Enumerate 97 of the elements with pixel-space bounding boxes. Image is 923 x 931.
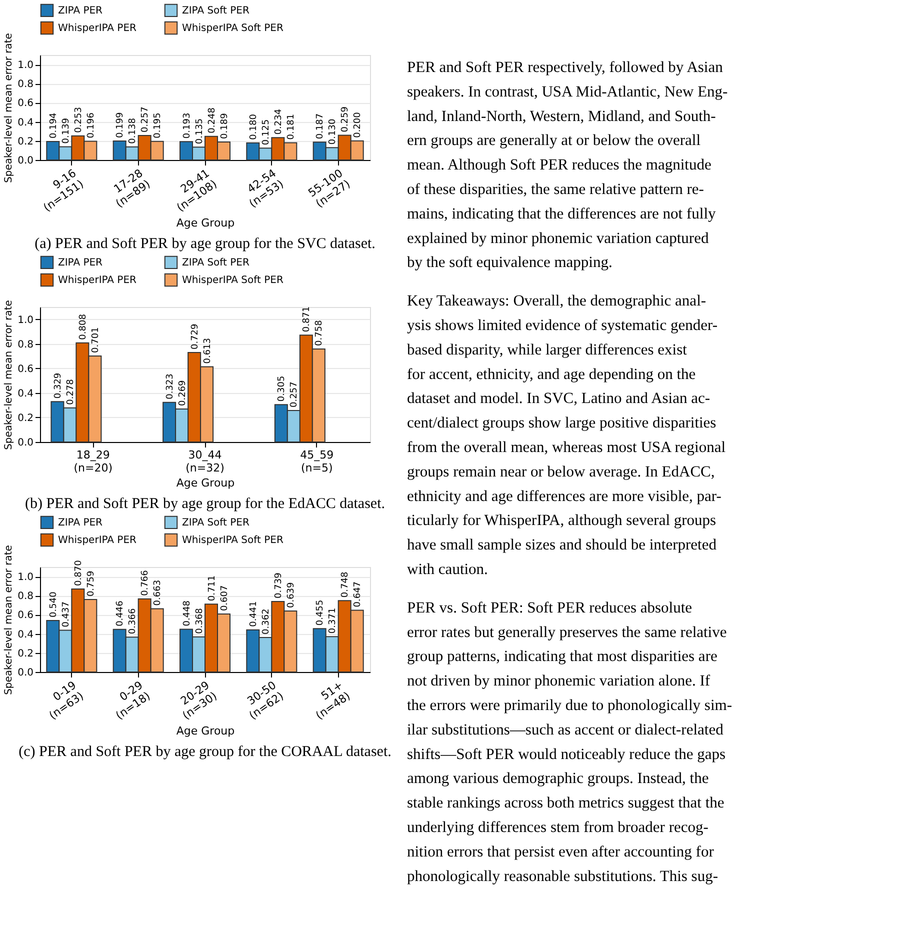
text: Key Takeaways: Overall, the demographic anal- ysis shows limited evidence of systematic gender- based disparity, while larger differences exist for accent, ethnicity, and age depending on the dataset and model. In SVC, Latino and Asian ac- cent/dialect groups show large positive disparities from the overall mean, whereas most USA regional groups remain near or below average. In EdACC, ethnicity and age differences are more visible, par- ticularly for WhisperIPA, although several groups have small sample sizes and should be interpreted with caution.: [407, 292, 726, 578]
data-label: 0.729: [190, 323, 200, 350]
data-label: 0.701: [90, 327, 101, 353]
data-label: 0.540: [48, 591, 59, 618]
x-tick-label: 30_44 (n=32): [186, 448, 224, 474]
data-label: 0.766: [140, 570, 151, 596]
legend-label: WhisperIPA PER: [58, 275, 137, 286]
x-axis-title: Age Group: [176, 724, 235, 738]
y-tick-label: 0.0: [18, 438, 34, 448]
data-label: 0.187: [316, 113, 326, 140]
data-label: 0.139: [61, 118, 72, 144]
x-tick-label: 18_29 (n=20): [74, 448, 113, 474]
data-label: 0.195: [153, 112, 164, 138]
y-tick-label: 0.4: [18, 629, 34, 640]
data-label: 0.870: [74, 560, 84, 586]
data-label: 0.199: [116, 112, 126, 138]
legend-label: ZIPA Soft PER: [182, 5, 250, 16]
legend-label: WhisperIPA Soft PER: [182, 275, 284, 286]
data-label: 0.193: [182, 112, 192, 139]
data-label: 0.759: [86, 570, 96, 597]
data-label: 0.607: [220, 585, 230, 612]
data-label: 0.441: [248, 601, 259, 627]
legend-label: WhisperIPA PER: [58, 535, 137, 546]
legend-label: WhisperIPA Soft PER: [182, 535, 284, 546]
data-label: 0.647: [353, 581, 364, 608]
data-label: 0.278: [66, 378, 76, 405]
data-label: 0.455: [316, 600, 326, 626]
x-axis-title: Age Group: [176, 216, 235, 230]
data-label: 0.257: [140, 106, 151, 132]
y-tick-label: 1.0: [18, 314, 34, 326]
data-label: 0.368: [194, 608, 205, 634]
y-tick-label: 0.6: [18, 610, 34, 622]
data-label: 0.180: [248, 114, 259, 140]
data-label: 0.130: [328, 118, 338, 145]
data-label: 0.323: [165, 374, 176, 400]
legend-label: ZIPA Soft PER: [182, 257, 250, 268]
data-label: 0.135: [194, 118, 205, 144]
data-label: 0.259: [340, 106, 351, 132]
data-label: 0.234: [274, 108, 284, 135]
data-label: 0.125: [261, 119, 272, 146]
y-tick-label: 0.6: [18, 98, 34, 110]
data-label: 0.739: [274, 572, 284, 598]
text: (c) PER and Soft PER by age group for the CORAAL dataset.: [18, 744, 392, 760]
y-tick-label: 0.0: [18, 156, 34, 166]
y-tick-label: 1.0: [18, 60, 34, 72]
data-label: 0.366: [128, 608, 138, 634]
y-axis-title: Speaker-level mean error rate: [4, 545, 15, 695]
data-label: 0.613: [202, 338, 213, 364]
data-label: 0.248: [207, 107, 218, 134]
y-tick-label: 0.2: [18, 648, 34, 660]
data-label: 0.639: [286, 582, 296, 608]
y-tick-label: 0.0: [18, 668, 34, 678]
y-axis-title: Speaker-level mean error rate: [4, 300, 15, 450]
data-label: 0.196: [86, 112, 96, 138]
data-label: 0.194: [48, 112, 59, 138]
y-tick-label: 0.2: [18, 136, 34, 148]
y-tick-label: 0.8: [18, 79, 34, 90]
data-label: 0.871: [302, 306, 312, 332]
data-label: 0.181: [286, 114, 296, 140]
data-label: 0.711: [207, 575, 218, 602]
data-label: 0.189: [220, 112, 230, 139]
y-tick-label: 0.8: [18, 339, 34, 350]
data-label: 0.257: [290, 382, 300, 408]
data-label: 0.448: [182, 600, 192, 626]
y-tick-label: 1.0: [18, 572, 34, 584]
x-tick-label: 45_59 (n=5): [300, 448, 334, 474]
data-label: 0.362: [261, 608, 272, 634]
y-tick-label: 0.2: [18, 412, 34, 424]
legend-label: ZIPA Soft PER: [182, 517, 250, 528]
y-tick-label: 0.8: [18, 591, 34, 602]
y-tick-label: 0.4: [18, 388, 34, 400]
data-label: 0.371: [328, 608, 338, 634]
data-label: 0.253: [74, 107, 84, 133]
legend-label: WhisperIPA PER: [58, 23, 137, 34]
data-label: 0.437: [61, 602, 72, 628]
legend-label: ZIPA PER: [58, 257, 103, 268]
data-label: 0.808: [78, 314, 88, 340]
data-label: 0.329: [53, 372, 64, 399]
y-axis-title: Speaker-level mean error rate: [4, 33, 15, 183]
y-tick-label: 0.4: [18, 117, 34, 128]
data-label: 0.138: [128, 118, 138, 144]
data-label: 0.663: [153, 580, 164, 606]
data-label: 0.758: [314, 320, 325, 346]
legend-label: WhisperIPA Soft PER: [182, 23, 284, 34]
legend-label: ZIPA PER: [58, 5, 103, 16]
text: (a) PER and Soft PER by age group for the SVC dataset.: [34, 236, 376, 252]
data-label: 0.200: [353, 112, 364, 138]
y-tick-label: 0.6: [18, 364, 34, 375]
x-axis-title: Age Group: [176, 476, 235, 490]
text: (b) PER and Soft PER by age group for the EdACC dataset.: [25, 496, 385, 512]
data-label: 0.446: [116, 600, 126, 626]
data-label: 0.269: [178, 380, 188, 406]
data-label: 0.305: [277, 376, 288, 402]
text: PER vs. Soft PER: Soft PER reduces absolute error rates but generally preserves the same relative group patterns, indicating that most disparities are not driven by minor phonemic variation alone. If the errors were primarily due to phonologically sim- ilar substitutions—such as accent or dialect-related shifts—Soft PER would noticeably reduce the gaps among various demographic groups. Instead, the stable rankings across both metrics suggest that the underlying differences stem from broader recog- nition errors that persist even after accounting for phonologically reasonable substitutions. This sug-: [407, 599, 732, 885]
data-label: 0.748: [340, 572, 351, 598]
legend-label: ZIPA PER: [58, 517, 103, 528]
text: PER and Soft PER respectively, followed by Asian speakers. In contrast, USA Mid-Atlantic, New Eng- land, Inland-North, Western, Midland, and South- ern groups are generally at or below the overall mean. Although Soft PER reduces the magnitude of these disparities, the same relative pattern re- mains, indicating that the differences are not fully explained by minor phonemic variation captured by the soft equivalence mapping.: [407, 59, 728, 272]
